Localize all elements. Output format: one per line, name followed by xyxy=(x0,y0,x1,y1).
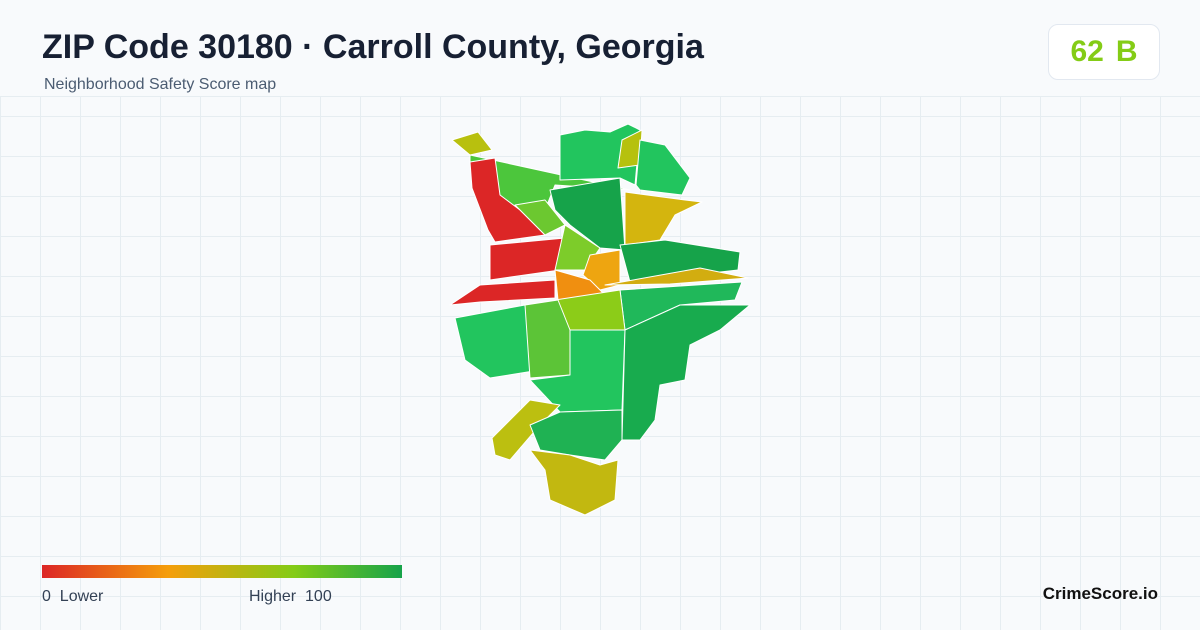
legend-max: Higher 100 xyxy=(249,588,332,606)
brand: CrimeScore.io xyxy=(1042,584,1158,603)
header: ZIP Code 30180 · Carroll County, Georgia… xyxy=(0,0,1200,97)
legend-max-label: Higher xyxy=(249,588,297,605)
area xyxy=(529,449,619,516)
area xyxy=(624,191,703,246)
area xyxy=(489,237,566,281)
area xyxy=(582,249,621,291)
area xyxy=(491,399,561,461)
area xyxy=(529,409,623,461)
title: ZIP Code 30180 · Carroll County, Georgia xyxy=(42,28,704,66)
area xyxy=(621,304,751,441)
subtitle: Neighborhood Safety Score map xyxy=(44,76,277,93)
area xyxy=(604,267,749,286)
score-badge: 62 B xyxy=(1048,24,1160,80)
legend-gradient xyxy=(42,565,402,578)
score: 62 xyxy=(1070,35,1104,68)
area xyxy=(454,304,541,379)
area xyxy=(635,139,691,196)
legend-min: 0 Lower xyxy=(42,588,103,606)
legend-min-label: Lower xyxy=(59,588,104,605)
area xyxy=(449,279,556,306)
legend-min-value: 0 xyxy=(42,588,51,605)
legend-max-value: 100 xyxy=(305,588,332,605)
area xyxy=(451,131,493,156)
grade: B xyxy=(1115,35,1138,68)
area xyxy=(559,123,641,186)
